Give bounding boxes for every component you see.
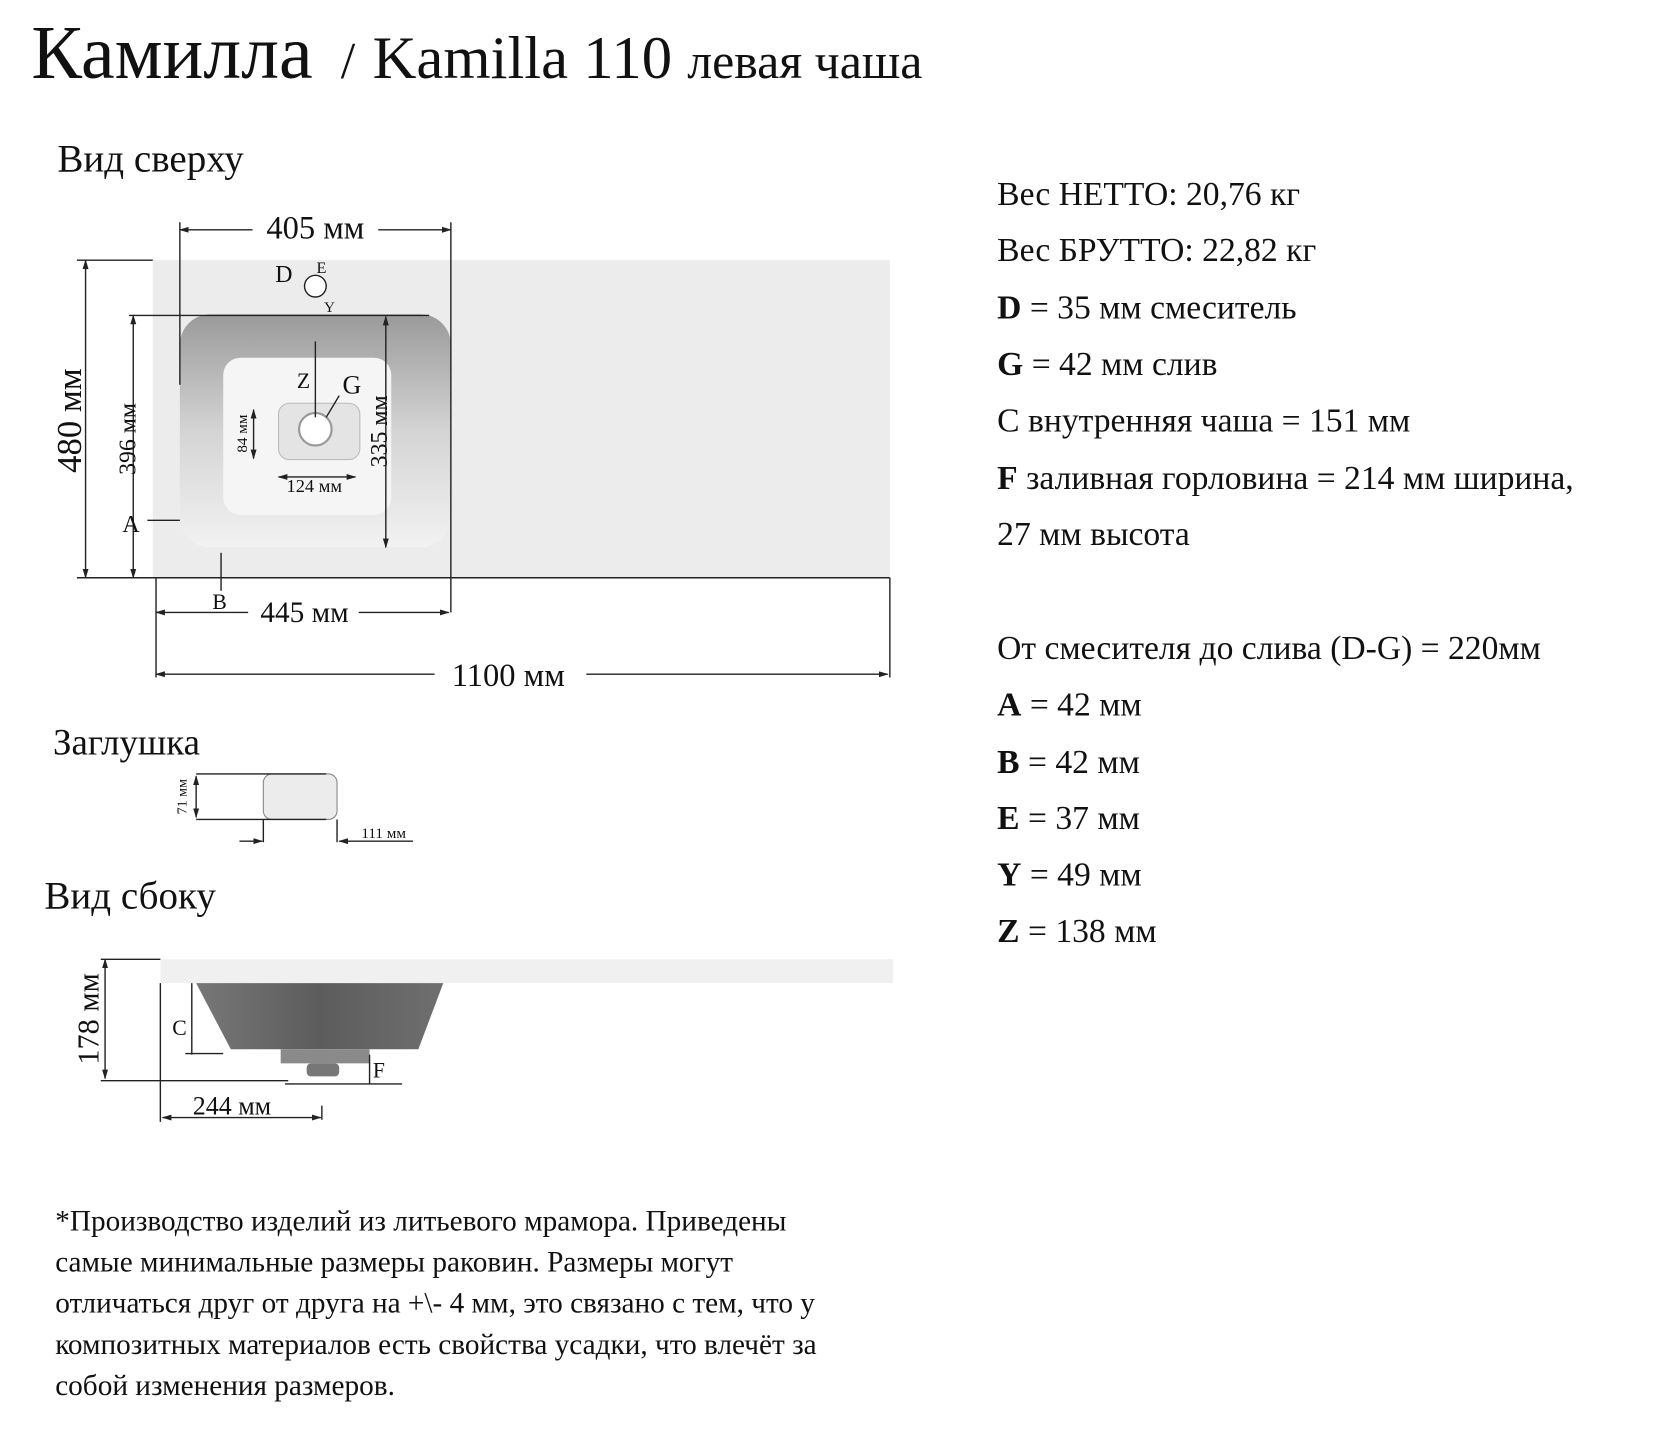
footnote-line: композитных материалов есть свойства уса… bbox=[55, 1329, 816, 1361]
drain-hole bbox=[298, 411, 333, 447]
param-b: B = 42 мм bbox=[997, 744, 1140, 781]
plug-height: 71 мм bbox=[174, 779, 190, 815]
marker-z: Z bbox=[297, 369, 310, 393]
marker-y: Y bbox=[324, 299, 335, 316]
dim-396: 396 мм bbox=[115, 403, 141, 475]
side-offset: 244 мм bbox=[193, 1091, 271, 1120]
dim-335: 335 мм bbox=[367, 395, 393, 467]
footnote-line: собой изменения размеров. bbox=[55, 1370, 395, 1402]
side-view-drawing bbox=[100, 958, 894, 1122]
spec-f: F заливная горловина = 214 мм ширина, bbox=[997, 460, 1574, 497]
dim-1100: 1100 мм bbox=[452, 658, 565, 694]
marker-a: A bbox=[122, 512, 140, 538]
marker-f: F bbox=[373, 1058, 385, 1082]
top-view-heading: Вид сверху bbox=[57, 137, 244, 180]
footnote-line: *Производство изделий из литьевого мрамо… bbox=[55, 1205, 786, 1237]
spec-c: C внутренняя чаша = 151 мм bbox=[997, 402, 1410, 439]
footnote-line: отличаться друг от друга на +\- 4 мм, эт… bbox=[55, 1288, 815, 1320]
dim-445: 445 мм bbox=[260, 597, 348, 629]
top-view-drawing bbox=[76, 222, 891, 678]
side-view-heading: Вид сбоку bbox=[44, 874, 216, 917]
page-title: Камилла / Kamilla 110 левая чаша bbox=[31, 11, 922, 95]
param-z: Z = 138 мм bbox=[997, 913, 1156, 950]
specs: Вес НЕТТО: 20,76 кг Вес БРУТТО: 22,82 кг… bbox=[997, 176, 1574, 950]
spec-distance: От смесителя до слива (D-G) = 220мм bbox=[997, 630, 1541, 667]
gross-weight: Вес БРУТТО: 22,82 кг bbox=[997, 232, 1316, 269]
marker-e: E bbox=[316, 259, 326, 277]
net-weight: Вес НЕТТО: 20,76 кг bbox=[997, 176, 1300, 213]
plug-heading: Заглушка bbox=[53, 721, 200, 762]
spec-f-cont: 27 мм высота bbox=[997, 516, 1190, 553]
marker-g: G bbox=[342, 370, 361, 399]
plug-width: 111 мм bbox=[361, 825, 406, 842]
marker-b: B bbox=[212, 590, 226, 614]
param-e: E = 37 мм bbox=[997, 800, 1140, 837]
dim-124: 124 мм bbox=[287, 476, 343, 496]
spec-d: D = 35 мм смеситель bbox=[997, 290, 1296, 327]
side-height: 178 мм bbox=[72, 973, 106, 1065]
footnote: *Производство изделий из литьевого мрамо… bbox=[55, 1205, 816, 1402]
dim-405: 405 мм bbox=[266, 210, 364, 246]
marker-d: D bbox=[275, 262, 292, 288]
dim-480: 480 мм bbox=[50, 368, 89, 473]
marker-c: C bbox=[172, 1016, 186, 1040]
param-y: Y = 49 мм bbox=[997, 857, 1142, 894]
spec-g: G = 42 мм слив bbox=[997, 346, 1217, 383]
param-a: A = 42 мм bbox=[997, 686, 1142, 723]
dim-84: 84 мм bbox=[234, 414, 251, 453]
footnote-line: самые минимальные размеры раковин. Разме… bbox=[55, 1246, 733, 1278]
plug-drawing bbox=[193, 773, 413, 845]
faucet-hole bbox=[303, 274, 327, 298]
